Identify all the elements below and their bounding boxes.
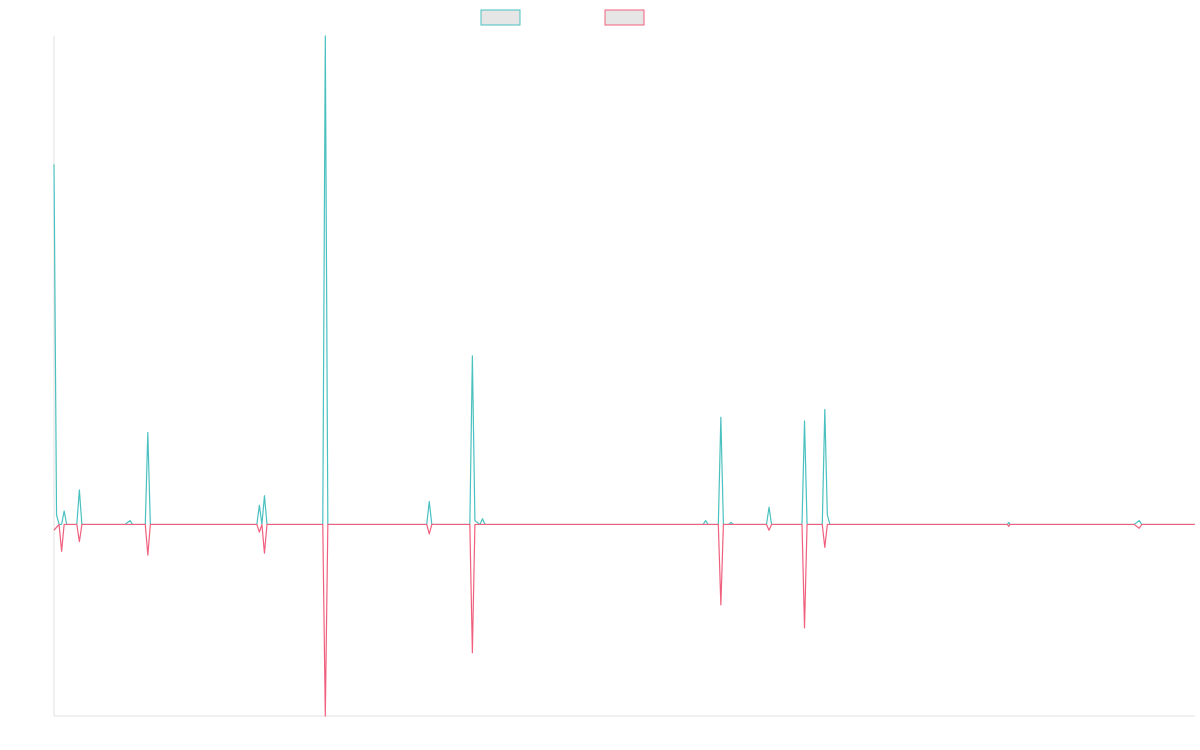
series-layer	[53, 35, 1195, 717]
legend-swatch-series-1[interactable]	[480, 9, 521, 26]
legend-swatch-series-2[interactable]	[604, 9, 645, 26]
series-line-2	[53, 523, 1195, 717]
axes	[53, 36, 1195, 717]
legend	[480, 9, 645, 26]
series-line-1	[53, 35, 1195, 526]
